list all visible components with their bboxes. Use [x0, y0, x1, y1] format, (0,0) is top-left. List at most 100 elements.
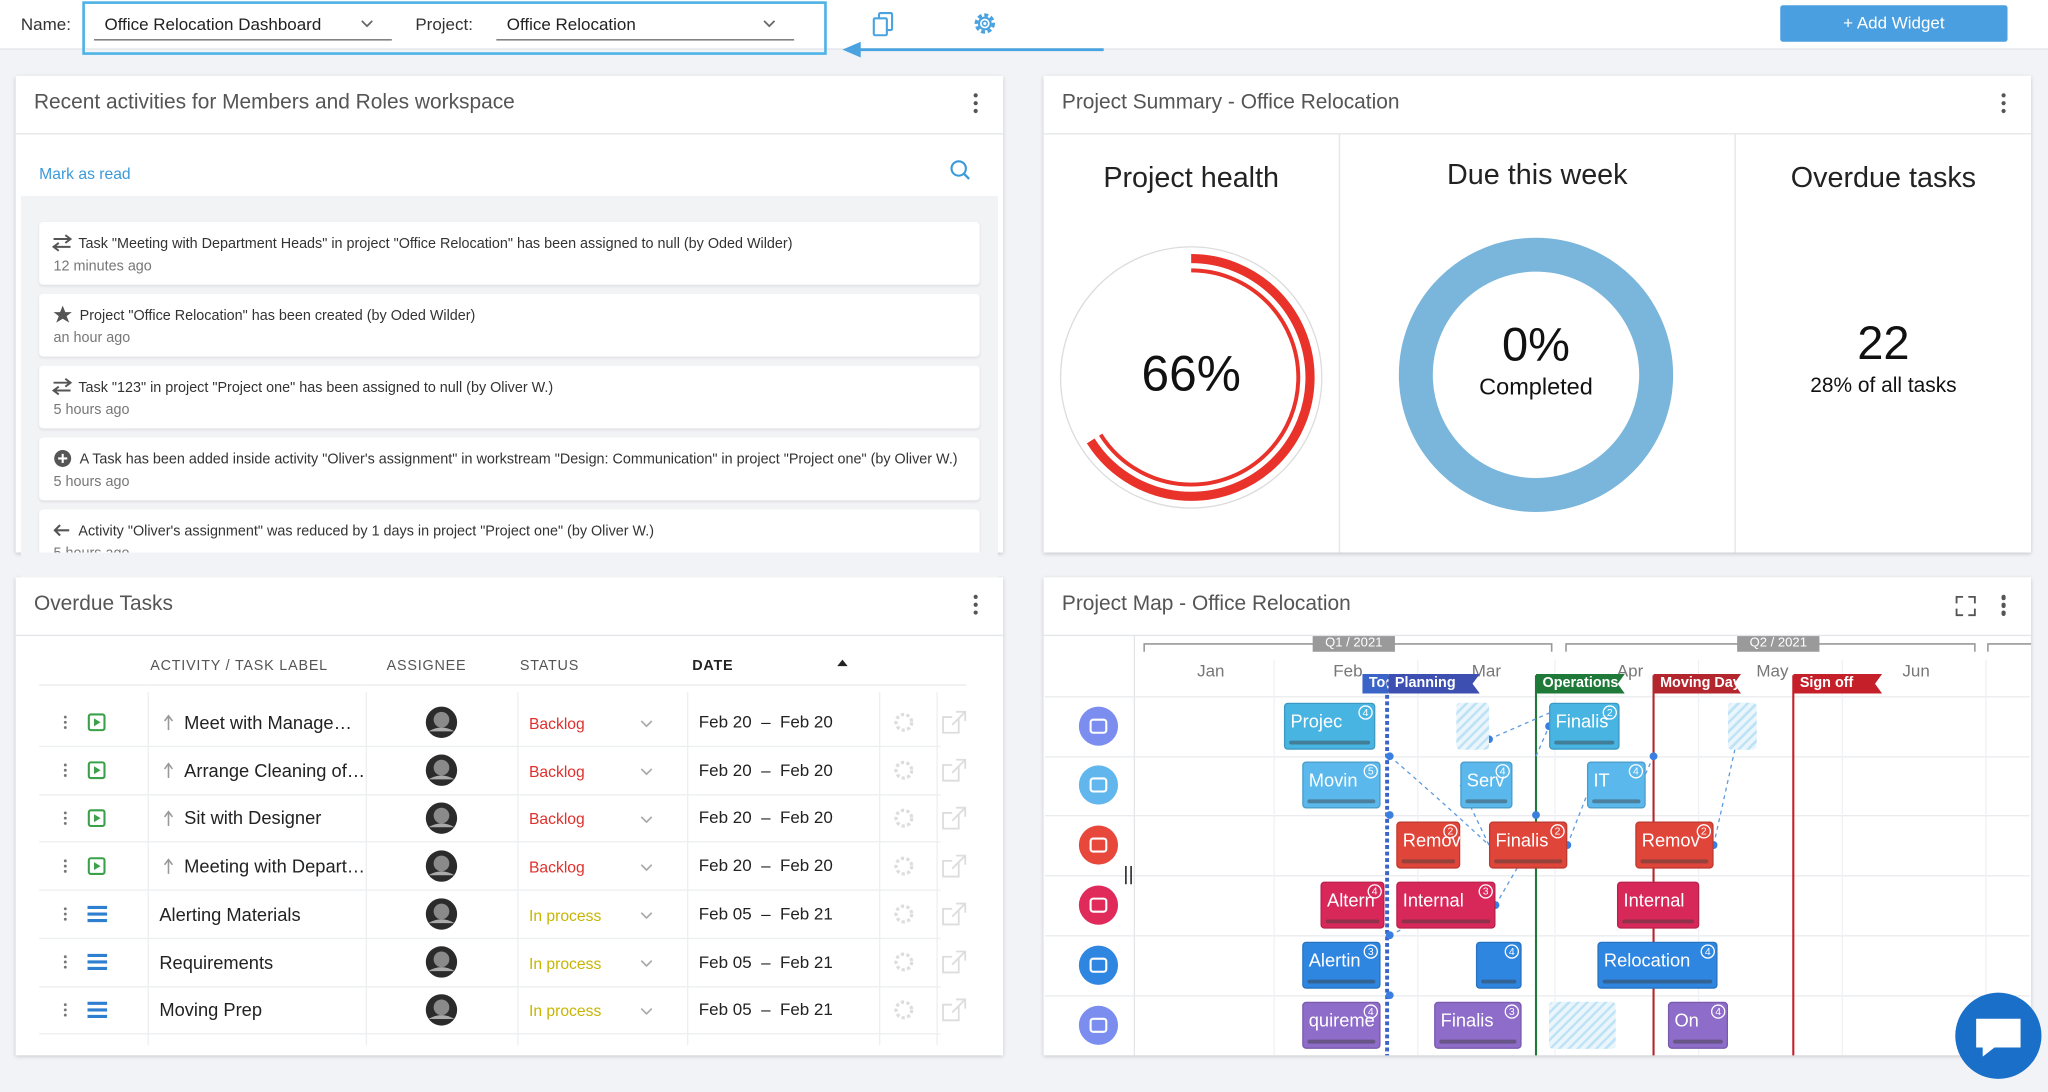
name-label: Name:	[20, 14, 71, 34]
column-line	[147, 684, 149, 1045]
bar-badge: 4	[1367, 884, 1382, 899]
panel-header-line	[15, 634, 1004, 637]
milestone-flag[interactable]: Toc	[1362, 673, 1389, 694]
panel-title: Recent activities for Members and Roles …	[33, 91, 515, 114]
task-label[interactable]: Moving Prep	[159, 999, 262, 1021]
table-body	[39, 684, 967, 1044]
row-line	[39, 889, 941, 891]
bar-progress	[1673, 1039, 1723, 1044]
activity-card	[39, 222, 980, 285]
row-line	[39, 1033, 941, 1035]
bar-badge: 4	[1504, 944, 1520, 959]
status[interactable]: In process	[528, 1002, 602, 1021]
date-range: Feb 05 – Feb 21	[698, 999, 833, 1020]
status[interactable]: Backlog	[528, 858, 585, 877]
table-top-clip	[39, 685, 967, 693]
date-range: Feb 20 – Feb 20	[698, 711, 833, 732]
map-bar[interactable]: Altern	[1320, 881, 1385, 929]
map-bar[interactable]	[1549, 1001, 1616, 1049]
mark-as-read-link[interactable]: Mark as read	[39, 164, 131, 183]
row-line	[39, 985, 941, 987]
bar-progress	[1465, 799, 1508, 804]
activity-time: 5 hours ago	[53, 474, 130, 490]
bar-progress	[1439, 1039, 1517, 1044]
bar-badge: 5	[1363, 764, 1378, 779]
project-select[interactable]: Office Relocation	[496, 7, 795, 41]
date-range: Feb 20 – Feb 20	[698, 855, 833, 876]
task-label[interactable]: Alerting Materials	[159, 903, 301, 925]
milestone-flag[interactable]: Sign off	[1793, 673, 1883, 694]
panel-title: Project Summary - Office Relocation	[1061, 91, 1400, 114]
status[interactable]: In process	[528, 906, 602, 925]
bar-badge: 2	[1550, 824, 1565, 839]
milestone-flag[interactable]: Moving Day	[1653, 673, 1742, 694]
add-widget-button[interactable]: + Add Widget	[1780, 5, 2008, 42]
month-label: Mar	[1471, 660, 1501, 681]
task-label[interactable]: Sit with Designer	[184, 807, 322, 829]
column-line	[517, 684, 519, 1045]
activity-text: Project "Office Relocation" has been cre…	[79, 308, 476, 324]
column-divider	[1734, 134, 1736, 553]
panel-title: Overdue Tasks	[33, 592, 173, 616]
column-line	[687, 684, 689, 1045]
panel-title: Project Map - Office Relocation	[1061, 592, 1351, 616]
row-line	[1044, 875, 2030, 877]
activity-text: A Task has been added inside activity "O…	[79, 451, 958, 468]
bar-progress	[1307, 799, 1376, 804]
map-bar[interactable]	[1727, 702, 1757, 750]
map-bar[interactable]: Internal	[1616, 881, 1700, 929]
status[interactable]: In process	[528, 954, 602, 973]
milestone-flag[interactable]: Operations	[1535, 673, 1625, 694]
map-bar[interactable]	[1456, 702, 1489, 750]
name-select[interactable]: Office Relocation Dashboard	[94, 7, 392, 41]
column-divider	[1338, 134, 1341, 553]
row-line	[1044, 756, 2030, 758]
month-label: Jun	[1902, 660, 1930, 681]
date-range: Feb 05 – Feb 21	[698, 903, 833, 924]
date-range: Feb 05 – Feb 21	[698, 951, 833, 972]
bar-badge: 3	[1504, 1004, 1520, 1019]
task-label[interactable]: Meeting with Depart…	[184, 855, 366, 877]
milestone-flag[interactable]: Planning	[1388, 673, 1480, 694]
overdue-value: 22	[1857, 316, 1910, 370]
month-line	[1841, 659, 1843, 1056]
health-label: Project health	[1103, 160, 1280, 194]
bar-badge: 2	[1602, 705, 1617, 720]
map-bar[interactable]: On	[1667, 1001, 1728, 1049]
task-label[interactable]: Meet with Manage…	[184, 711, 352, 733]
column-header[interactable]: DATE	[692, 658, 734, 674]
bar-badge: 4	[1363, 1004, 1378, 1019]
column-line	[365, 684, 368, 1045]
quarter-label: Q1 / 2021	[1312, 636, 1395, 652]
status[interactable]: Backlog	[528, 762, 585, 781]
column-line	[936, 684, 938, 1045]
status[interactable]: Backlog	[528, 714, 585, 733]
column-header: ASSIGNEE	[386, 658, 467, 674]
row-line	[39, 841, 941, 843]
bar-progress	[1592, 799, 1641, 804]
row-line	[39, 793, 941, 796]
map-bar[interactable]	[1475, 941, 1522, 989]
month-label: May	[1756, 660, 1789, 681]
activity-card	[39, 365, 980, 429]
task-label[interactable]: Requirements	[159, 951, 274, 973]
column-header: ACTIVITY / TASK LABEL	[150, 658, 328, 674]
month-line	[1273, 659, 1275, 1056]
due-value: 0%	[1502, 317, 1570, 371]
bar-badge: 3	[1478, 884, 1493, 899]
row-line	[39, 745, 941, 748]
date-range: Feb 20 – Feb 20	[698, 759, 833, 780]
date-range: Feb 20 – Feb 20	[698, 807, 833, 828]
month-line	[1985, 659, 1987, 1056]
bar-badge: 4	[1628, 764, 1644, 779]
bar-progress	[1481, 979, 1517, 984]
bar-badge: 2	[1696, 824, 1712, 839]
panel	[15, 577, 1004, 1056]
month-label: Jan	[1197, 660, 1225, 681]
status[interactable]: Backlog	[528, 810, 585, 829]
bar-badge: 4	[1711, 1004, 1726, 1019]
activity-text: Task "Meeting with Department Heads" in …	[78, 236, 793, 253]
map-bar[interactable]: Relocation	[1597, 941, 1718, 989]
task-label[interactable]: Arrange Cleaning of…	[184, 759, 366, 781]
activity-card	[39, 437, 980, 501]
